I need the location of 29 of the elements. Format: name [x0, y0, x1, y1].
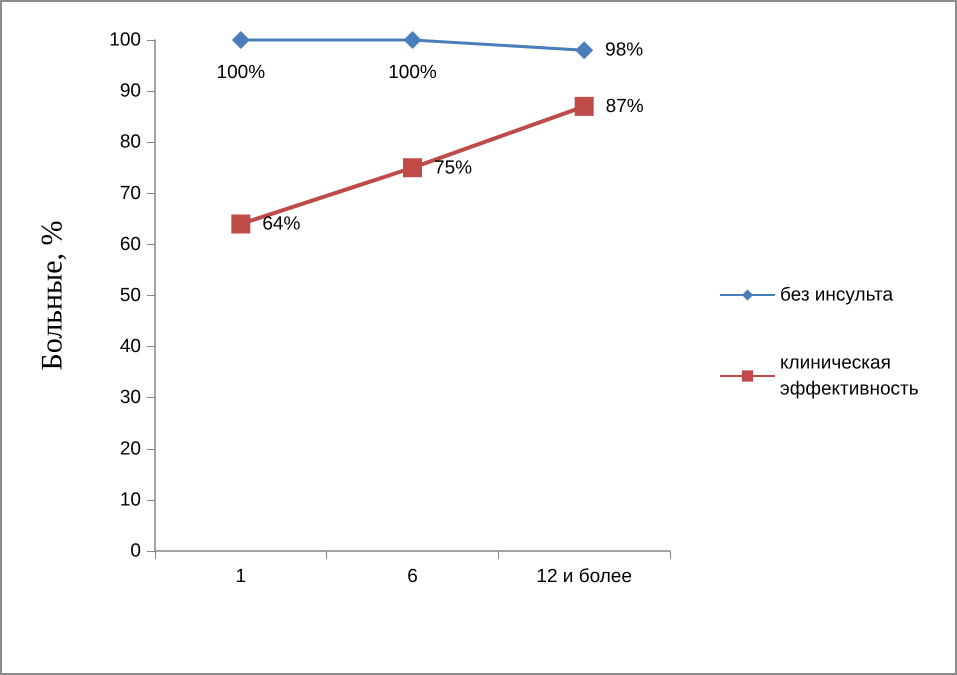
y-tick-label: 80 [120, 132, 141, 153]
data-label: 64% [262, 213, 300, 234]
legend-label: без инсульта [780, 284, 894, 306]
point [403, 158, 422, 178]
legend-label: клиническая эффективность [780, 352, 919, 400]
y-tick-label: 40 [120, 336, 141, 358]
data-label: 75% [434, 157, 472, 178]
y-tick-label: 20 [120, 438, 141, 460]
point [575, 41, 594, 60]
y-tick-label: 60 [120, 234, 141, 255]
y-tick-label: 10 [120, 489, 141, 510]
x-tick-label: 1 [236, 566, 246, 587]
data-label: 98% [605, 40, 644, 61]
y-tick-label: 100 [109, 30, 141, 50]
point [231, 214, 250, 234]
y-axis-title: Больные, % [36, 220, 68, 370]
y-tick-label: 50 [120, 285, 141, 306]
point [232, 31, 250, 49]
y-tick-label: 0 [130, 540, 141, 562]
y-tick-label: 30 [120, 387, 141, 408]
data-label: 87% [606, 96, 644, 117]
x-tick-label: 12 и более [536, 566, 632, 587]
data-label: 100% [216, 62, 266, 83]
y-tick-label: 90 [120, 80, 141, 102]
data-label: 100% [388, 62, 437, 83]
x-tick-label: 6 [407, 566, 418, 587]
point [404, 31, 422, 49]
y-tick-label: 70 [120, 182, 141, 204]
point [574, 96, 594, 116]
